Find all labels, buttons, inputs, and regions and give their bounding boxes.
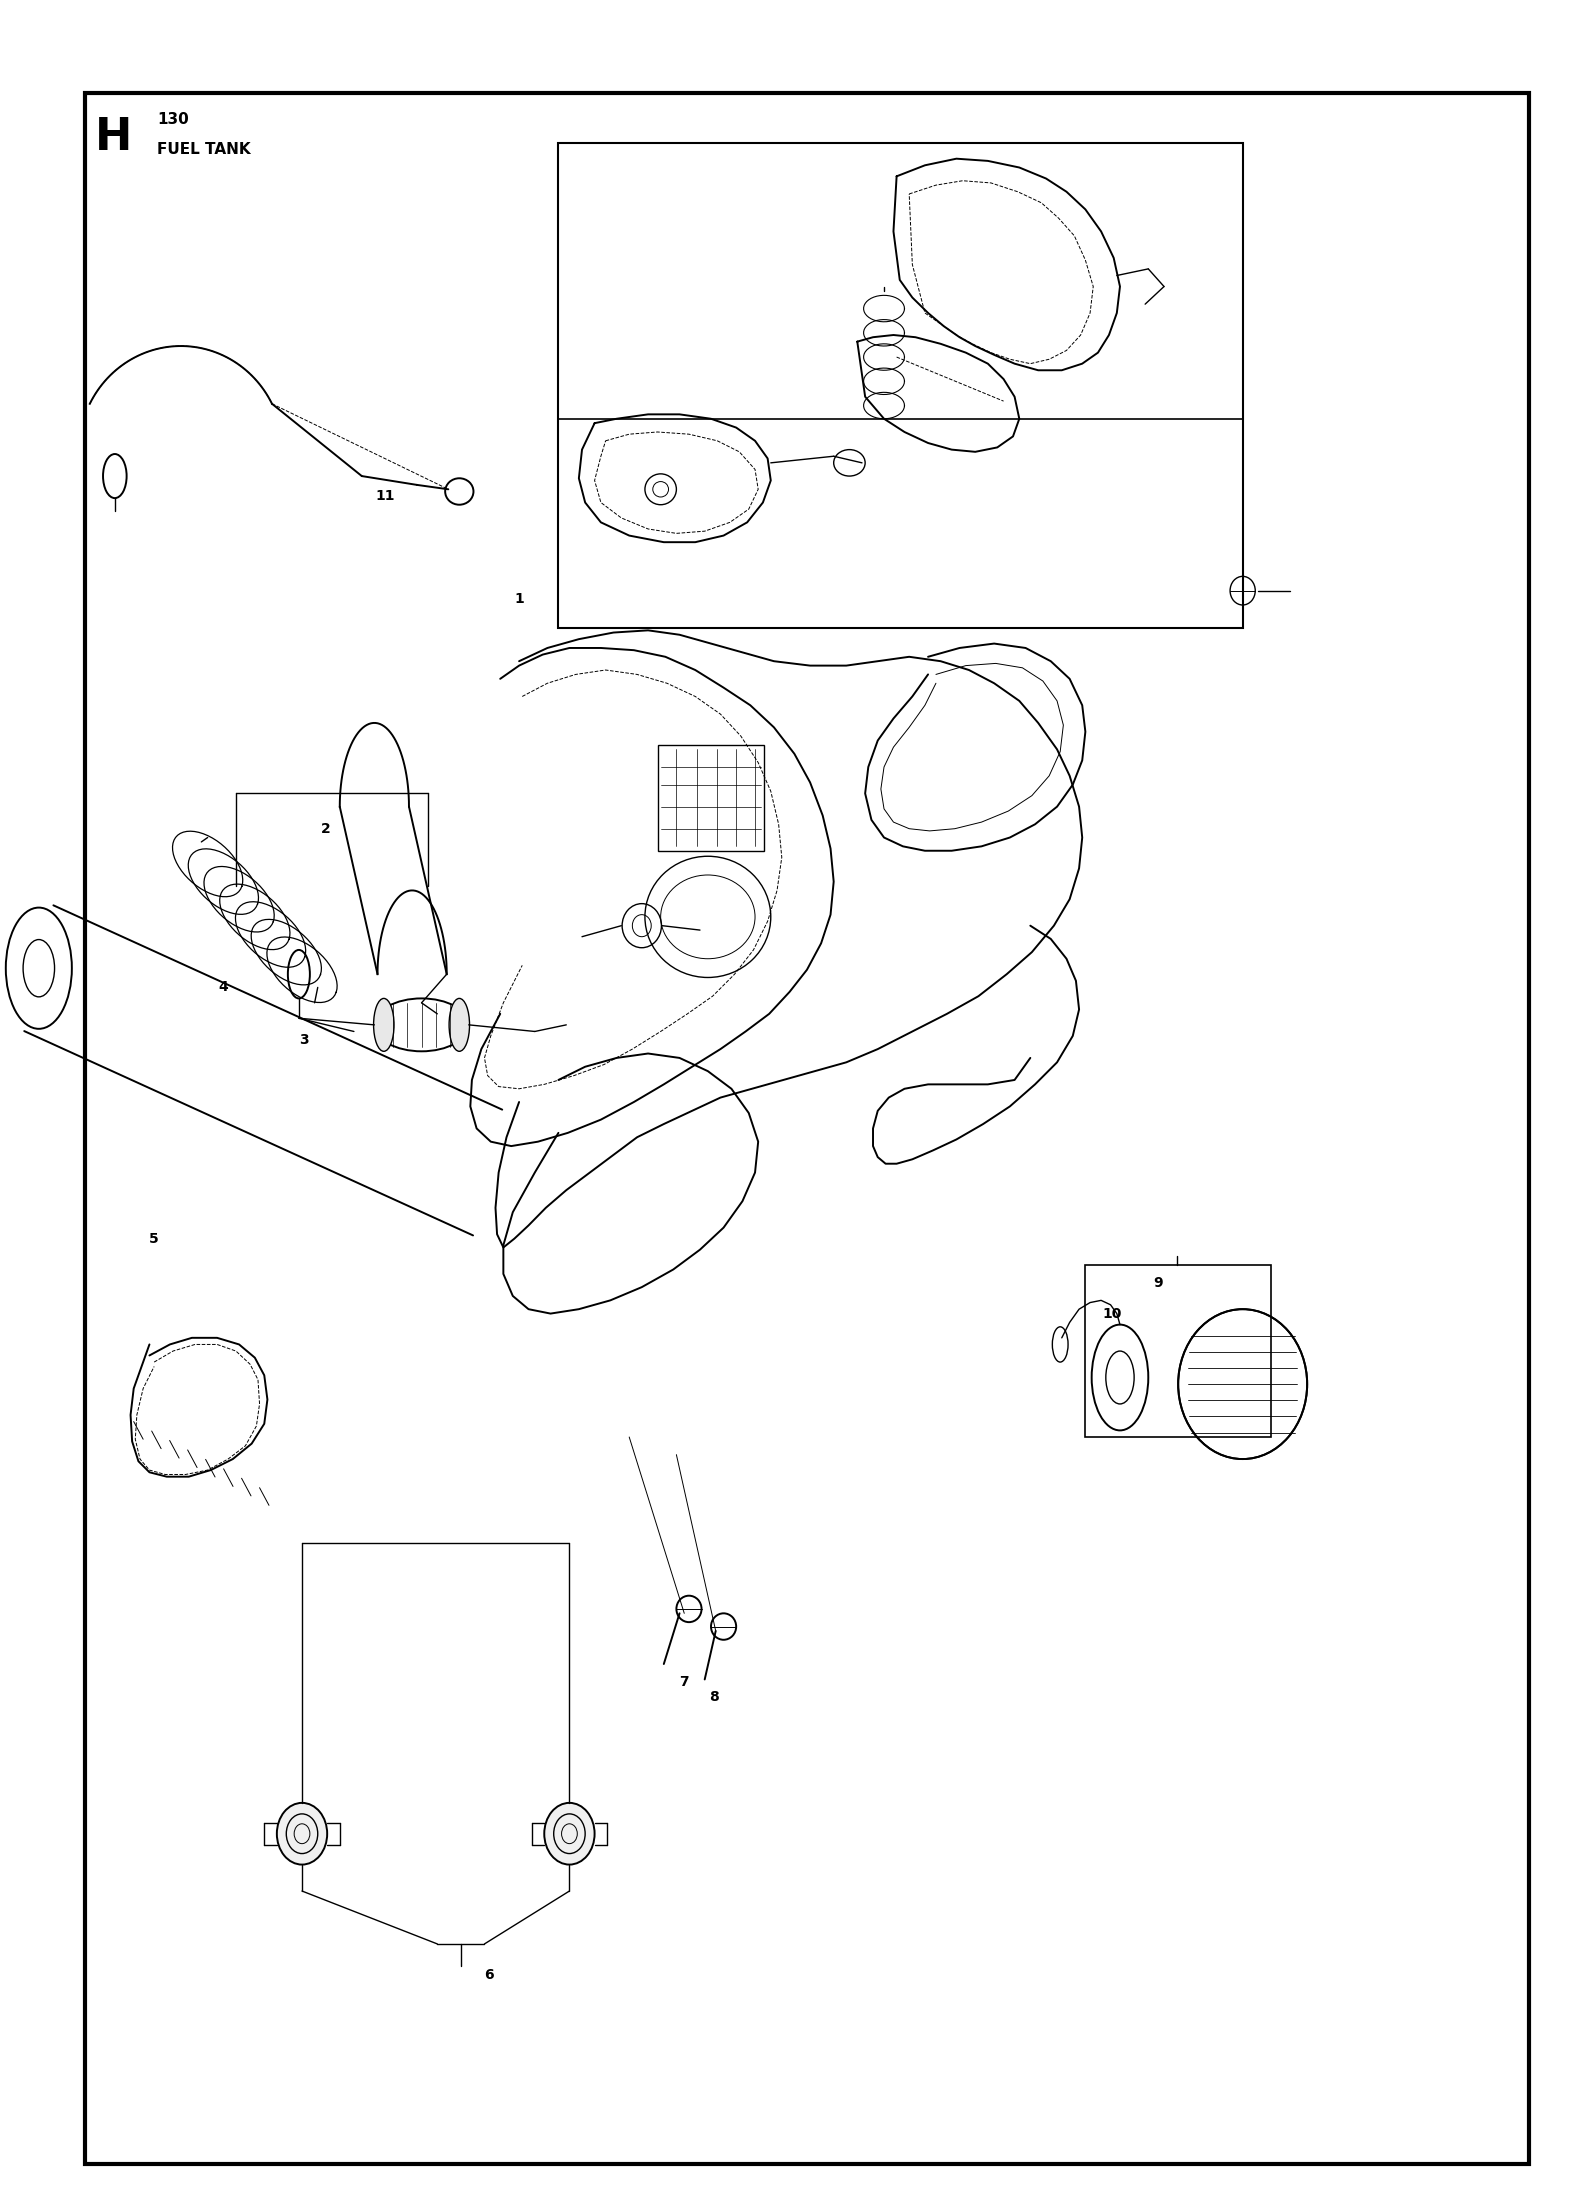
Text: 6: 6 — [484, 1968, 494, 1981]
Ellipse shape — [374, 998, 393, 1051]
Text: 11: 11 — [376, 489, 395, 503]
Text: 8: 8 — [709, 1690, 719, 1704]
Bar — [658, 745, 764, 851]
Text: 4: 4 — [219, 981, 228, 994]
Bar — [1085, 1265, 1271, 1437]
Text: 7: 7 — [680, 1675, 689, 1688]
Text: 5: 5 — [149, 1232, 159, 1245]
Text: 3: 3 — [299, 1034, 308, 1047]
Text: 2: 2 — [321, 822, 330, 835]
Ellipse shape — [450, 998, 470, 1051]
Ellipse shape — [277, 1803, 327, 1865]
Text: FUEL TANK: FUEL TANK — [157, 143, 252, 156]
Text: 130: 130 — [157, 112, 189, 126]
Bar — [558, 143, 1243, 628]
Text: 1: 1 — [514, 593, 524, 606]
Text: H: H — [94, 117, 132, 159]
Text: 9: 9 — [1153, 1276, 1162, 1289]
Text: 10: 10 — [1103, 1307, 1122, 1320]
Ellipse shape — [544, 1803, 595, 1865]
